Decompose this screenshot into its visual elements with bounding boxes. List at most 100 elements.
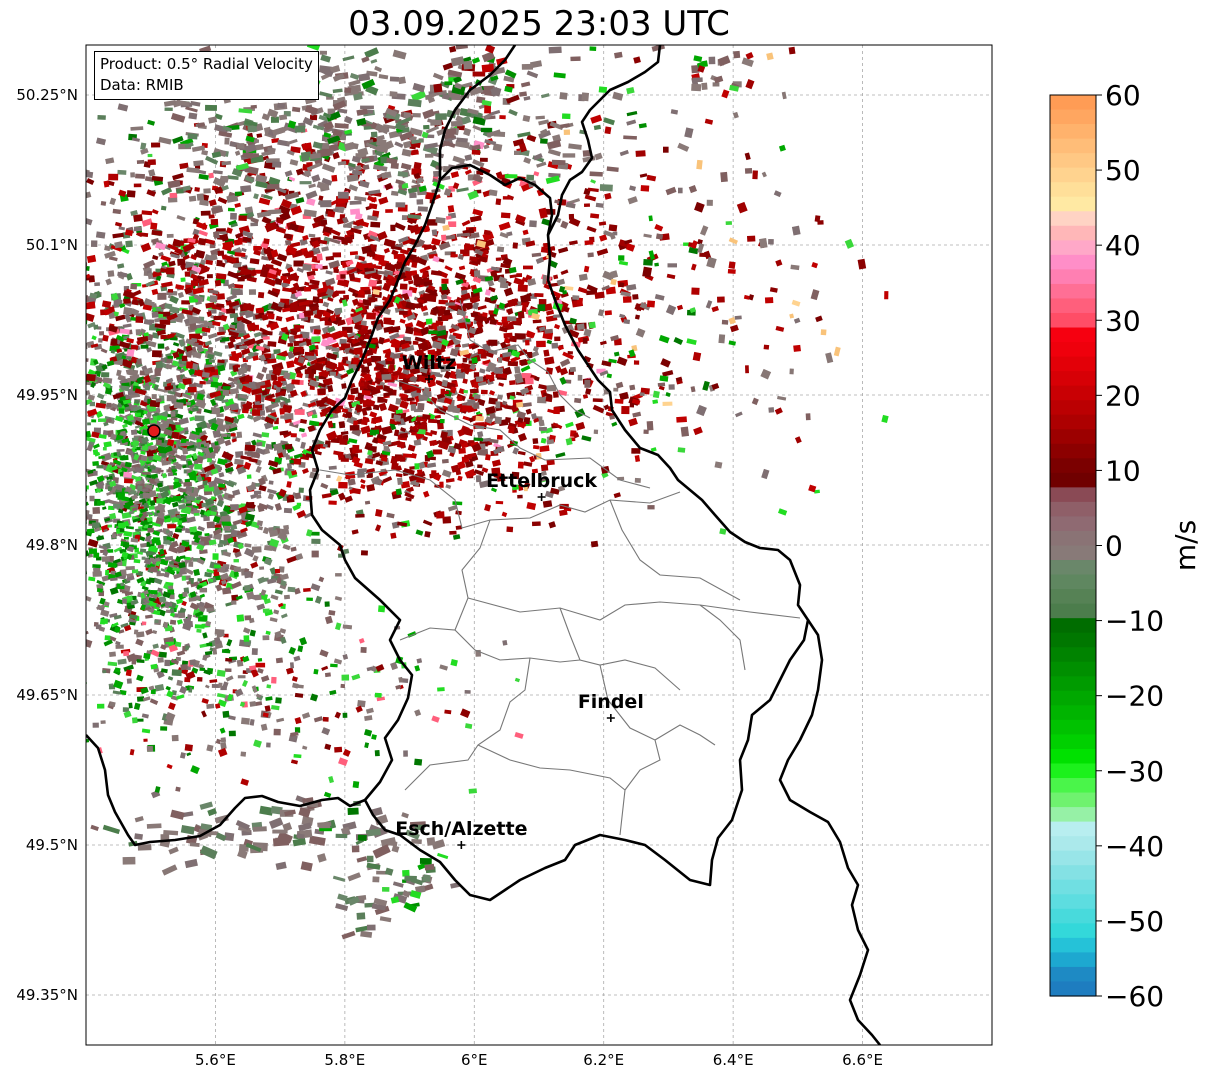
echo-pixel [49,316,59,322]
echo-pixel [167,472,174,477]
echo-pixel [98,418,107,422]
echo-pixel [173,472,177,476]
echo-pixel [422,413,431,420]
echo-pixel [105,569,110,576]
echo-pixel [178,567,187,575]
echo-pixel [340,274,346,279]
echo-pixel [517,494,523,499]
echo-pixel [231,581,242,589]
echo-pixel [231,600,237,605]
echo-pixel [240,401,246,407]
echo-pixel [135,528,142,532]
echo-pixel [286,360,295,369]
echo-pixel [236,143,245,149]
echo-pixel [295,125,306,133]
echo-pixel [439,481,444,488]
echo-pixel [262,635,270,641]
echo-pixel [163,405,170,411]
echo-pixel [312,296,320,303]
echo-pixel [622,296,632,303]
echo-pixel [65,299,72,305]
echo-pixel [75,259,85,265]
echo-pixel [140,344,149,349]
echo-pixel [72,460,77,463]
echo-pixel [123,307,133,316]
echo-pixel [331,174,338,182]
echo-pixel [108,173,119,181]
echo-pixel [141,472,150,475]
echo-pixel [89,401,95,407]
echo-pixel [59,269,68,276]
echo-pixel [21,422,31,429]
echo-pixel [102,377,113,384]
echo-pixel [194,415,205,422]
echo-pixel [180,454,187,462]
echo-pixel [389,418,395,425]
echo-pixel [221,516,231,522]
echo-pixel [691,287,700,295]
echo-pixel [283,524,290,530]
echo-pixel [87,538,99,548]
echo-pixel [122,541,130,548]
echo-pixel [36,607,46,612]
echo-pixel [236,366,248,376]
echo-pixel [562,153,576,158]
echo-pixel [116,369,122,377]
echo-pixel [69,524,74,529]
echo-pixel [349,251,359,256]
echo-pixel [303,587,311,592]
echo-pixel [288,494,293,499]
echo-pixel [447,205,455,213]
echo-pixel [301,468,309,475]
echo-pixel [344,87,352,94]
echo-pixel [160,726,168,731]
echo-pixel [73,311,82,316]
echo-pixel [552,391,559,398]
echo-pixel [296,502,302,507]
echo-pixel [445,128,457,136]
echo-pixel [273,348,281,355]
echo-pixel [86,430,92,439]
echo-pixel [164,107,173,112]
echo-pixel [493,367,504,375]
echo-pixel [371,298,378,302]
echo-pixel [174,528,182,533]
echo-pixel [95,231,106,239]
echo-pixel [267,493,275,500]
echo-pixel [98,338,103,343]
echo-pixel [167,355,174,359]
echo-pixel [155,608,166,617]
echo-pixel [395,202,406,208]
echo-pixel [189,323,197,331]
echo-pixel [280,298,290,303]
echo-pixel [49,197,62,204]
echo-pixel [80,469,85,474]
echo-pixel [20,352,30,360]
echo-pixel [246,591,255,600]
echo-pixel [185,621,194,628]
echo-pixel [72,520,81,526]
echo-pixel [241,247,247,253]
echo-pixel [220,741,227,750]
echo-pixel [72,499,79,504]
echo-pixel [594,291,605,299]
echo-pixel [236,530,247,537]
echo-pixel [213,476,225,486]
echo-pixel [598,86,608,94]
echo-pixel [130,429,138,435]
echo-pixel [431,470,437,477]
echo-pixel [342,624,353,630]
echo-pixel [311,414,318,419]
echo-pixel [469,388,479,394]
echo-pixel [244,444,256,452]
echo-pixel [195,399,207,410]
echo-pixel [149,319,155,324]
echo-pixel [87,422,91,426]
echo-pixel [488,339,498,346]
echo-pixel [171,360,180,367]
echo-pixel [266,183,280,190]
echo-pixel [77,429,83,436]
echo-pixel [165,609,171,614]
echo-pixel [375,371,382,379]
